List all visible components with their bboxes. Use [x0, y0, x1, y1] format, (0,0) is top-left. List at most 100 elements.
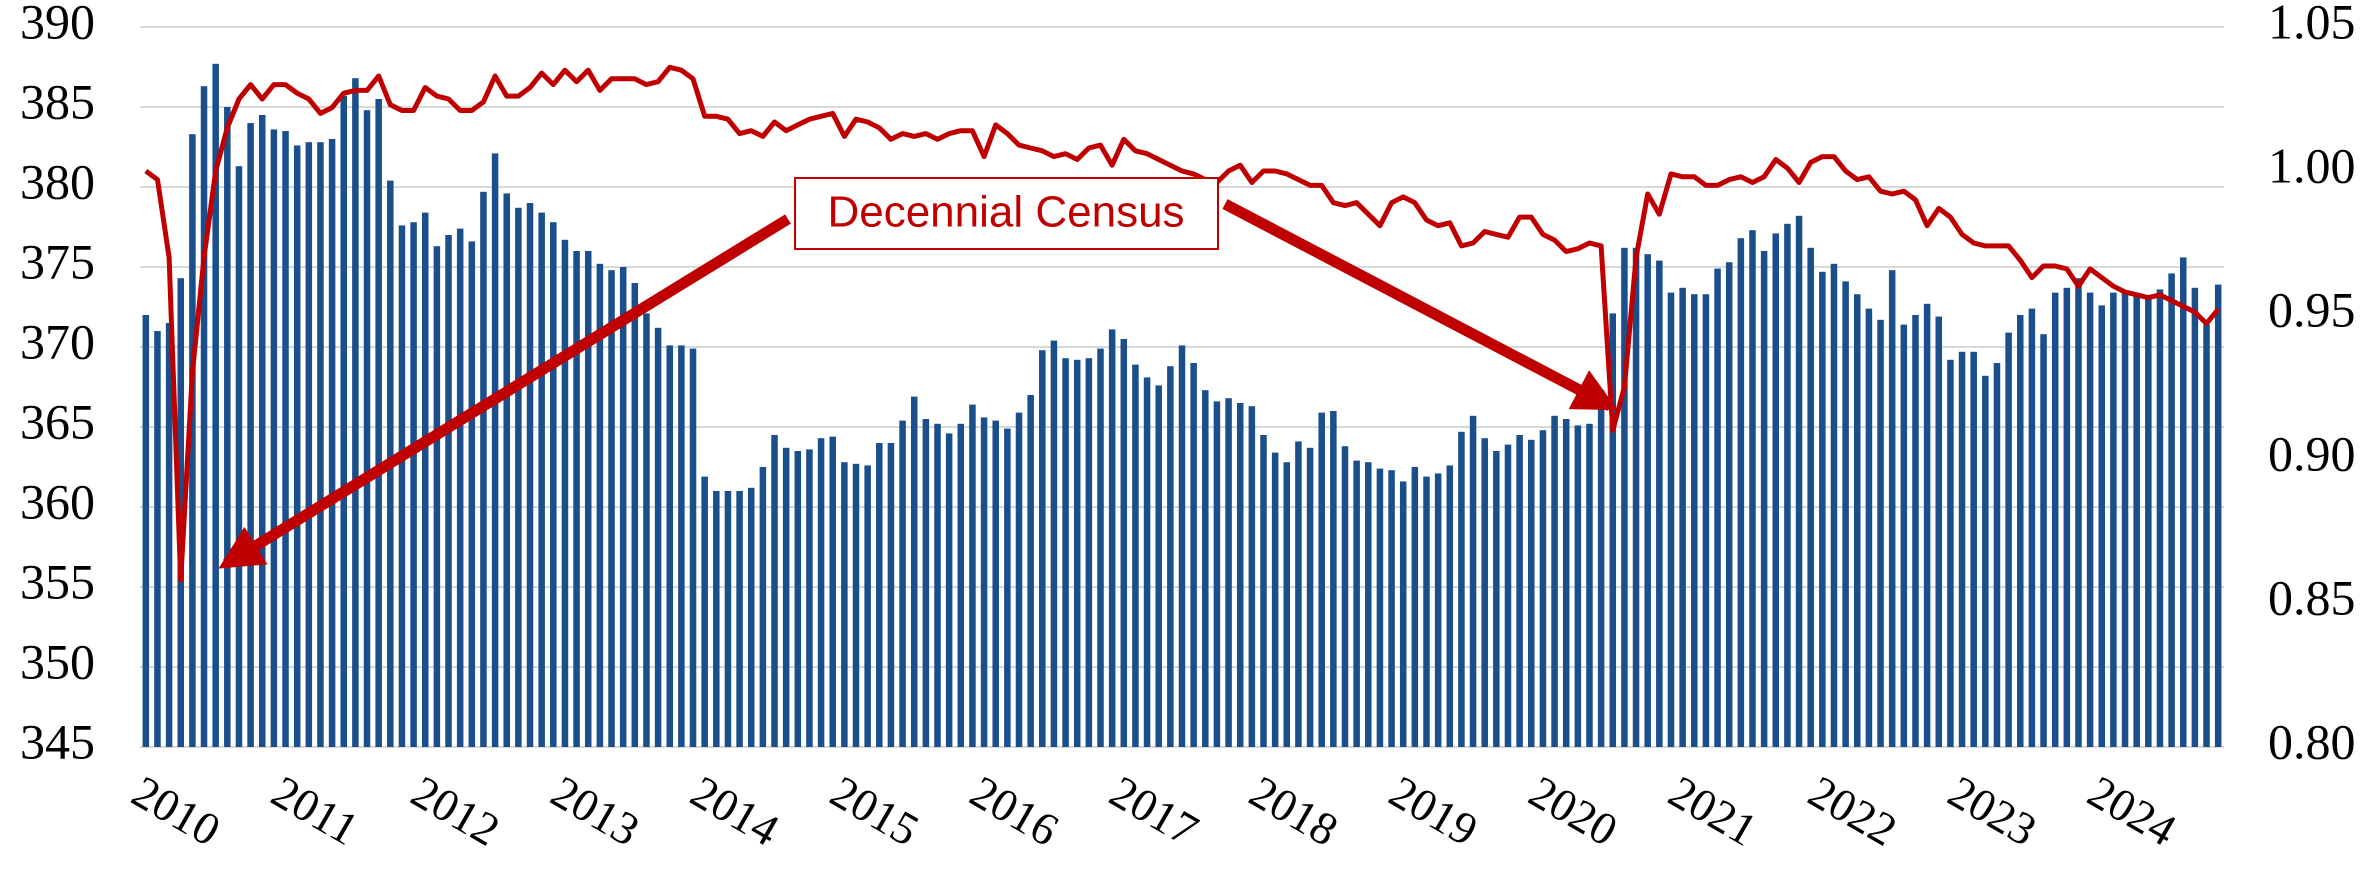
bar — [1481, 438, 1488, 747]
bar — [1586, 423, 1593, 747]
bar — [1283, 462, 1291, 747]
bar — [747, 487, 755, 747]
x-tick-label: 2010 — [124, 766, 229, 856]
bar — [1760, 251, 1768, 747]
bar — [713, 491, 720, 747]
bar — [934, 423, 941, 747]
bar — [1667, 292, 1675, 747]
bar — [829, 436, 836, 747]
bar — [1236, 403, 1244, 747]
bar — [1155, 385, 1162, 747]
bar — [235, 166, 243, 747]
bar — [480, 191, 487, 748]
bar — [584, 251, 592, 747]
bar — [771, 435, 778, 747]
bar — [538, 212, 545, 748]
bar — [910, 396, 918, 747]
bar — [724, 491, 732, 747]
bar — [212, 63, 219, 748]
bar — [1865, 308, 1873, 747]
bar — [2133, 294, 2140, 747]
y-tick-label: 385 — [20, 73, 95, 129]
y2-tick-label: 1.05 — [2268, 0, 2356, 49]
bar — [2040, 334, 2047, 747]
bar — [1225, 398, 1232, 747]
bar — [1446, 465, 1454, 747]
bar — [1621, 247, 1628, 748]
y2-tick-label: 0.90 — [2268, 425, 2356, 481]
bar — [1819, 271, 1826, 747]
bar — [1982, 375, 1989, 747]
bar — [794, 451, 802, 747]
bar — [1178, 345, 1186, 747]
bar — [980, 417, 988, 747]
bar — [689, 348, 697, 747]
bar — [1062, 358, 1069, 747]
y-tick-label: 355 — [20, 553, 95, 609]
bar — [957, 423, 965, 747]
bar — [1271, 452, 1279, 747]
bar — [1353, 460, 1360, 747]
bar — [1004, 428, 1011, 747]
bar — [1877, 319, 1884, 747]
bar — [806, 449, 813, 747]
bar — [1854, 294, 1861, 747]
x-tick-label: 2014 — [683, 766, 788, 856]
y2-tick-label: 0.95 — [2268, 281, 2356, 337]
bar — [1027, 395, 1034, 747]
y-tick-label: 345 — [20, 713, 95, 769]
bar — [1120, 339, 1128, 747]
bar — [550, 222, 557, 747]
bar — [1306, 447, 1314, 747]
bar — [1073, 359, 1081, 747]
bar — [643, 313, 650, 747]
bar — [1434, 473, 1442, 747]
bar — [1458, 431, 1465, 747]
x-tick-label: 2021 — [1661, 766, 1766, 856]
bar — [899, 420, 906, 747]
bar — [165, 323, 173, 747]
bar — [1691, 294, 1698, 747]
bar — [1923, 303, 1931, 747]
y-tick-label: 365 — [20, 393, 95, 449]
bar — [1644, 254, 1651, 747]
bar — [1539, 430, 1547, 747]
bar — [1993, 363, 2001, 747]
bar — [1213, 401, 1221, 747]
bar — [468, 241, 476, 747]
y-tick-label: 370 — [20, 313, 95, 369]
y-tick-label: 375 — [20, 233, 95, 289]
bar — [2156, 289, 2164, 747]
bar — [1970, 351, 1977, 747]
bar — [142, 315, 150, 747]
bar — [2016, 315, 2024, 747]
bar — [1609, 313, 1617, 747]
bar — [1725, 262, 1733, 747]
bar — [1050, 340, 1058, 747]
bar — [864, 465, 871, 747]
y-tick-label: 380 — [20, 153, 95, 209]
bar — [2191, 287, 2199, 747]
bar — [1772, 233, 1780, 747]
bar — [1795, 215, 1803, 748]
bar — [526, 203, 534, 747]
bar — [1947, 359, 1954, 747]
bar — [363, 110, 371, 747]
bar — [1143, 377, 1151, 747]
bar — [2145, 297, 2152, 747]
bar — [654, 327, 662, 747]
bar — [1295, 441, 1302, 747]
bar — [258, 115, 266, 747]
bar — [421, 212, 429, 748]
bar — [1912, 315, 1919, 747]
bar — [678, 345, 685, 747]
x-tick-label: 2012 — [403, 766, 508, 856]
bar — [200, 86, 208, 747]
bar — [2063, 287, 2071, 747]
bar — [2075, 278, 2082, 747]
bar — [1597, 390, 1605, 747]
bar — [945, 433, 953, 747]
x-tick-label: 2022 — [1800, 766, 1905, 856]
bar — [1260, 435, 1267, 747]
bar — [992, 420, 999, 747]
